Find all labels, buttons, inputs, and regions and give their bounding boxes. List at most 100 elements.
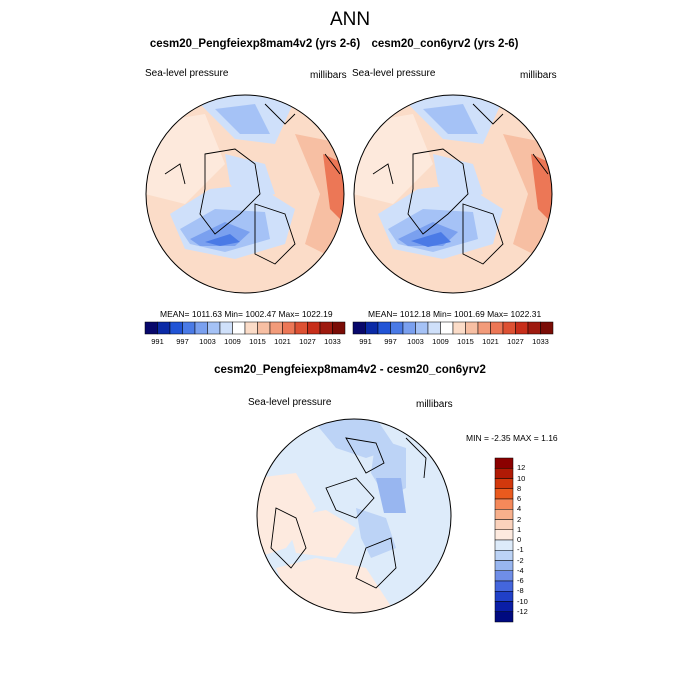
- diff-colorbar-swatch: [494, 591, 514, 602]
- panel-2-colorbar-swatch: [365, 321, 379, 335]
- panel-2-title: cesm20_con6yrv2 (yrs 2-6): [371, 38, 519, 50]
- diff-colorbar-tick-label: -12: [517, 606, 528, 616]
- panel-1-colorbar-swatch: [169, 321, 183, 335]
- panel-2-colorbar-swatch: [415, 321, 429, 335]
- diff-colorbar-tick-label: -8: [517, 586, 524, 596]
- diff-colorbar-swatch: [494, 560, 514, 571]
- panel-1-stats: MEAN= 1011.63 Min= 1002.47 Max= 1022.19: [160, 309, 333, 319]
- panel-1-colorbar-labels: 991 997 1003 1009 1015 1021 1027 1033: [145, 337, 345, 347]
- diff-colorbar-swatch: [494, 457, 514, 469]
- panel-1-title: cesm20_Pengfeiexp8mam4v2 (yrs 2-6): [149, 38, 361, 50]
- panel-2-colorbar-tick-label: 997: [384, 337, 397, 346]
- panel-2-colorbar-tick-label: 1021: [482, 337, 499, 346]
- panel-2-colorbar-tick-label: 991: [359, 337, 372, 346]
- panel-1-colorbar-tick-label: 1027: [299, 337, 316, 346]
- panel-2-colorbar-swatch: [390, 321, 404, 335]
- panel-1-colorbar-tick-label: 1015: [249, 337, 266, 346]
- diff-colorbar-swatch: [494, 550, 514, 561]
- diff-colorbar-swatch: [494, 601, 514, 612]
- panel-2-colorbar-swatch: [515, 321, 529, 335]
- panel-2-colorbar-swatch: [440, 321, 454, 335]
- panel-2-colorbar-labels: 991 997 1003 1009 1015 1021 1027 1033: [353, 337, 553, 347]
- panel-2-units-label: millibars: [520, 70, 557, 81]
- panel-2-colorbar-swatch: [452, 321, 466, 335]
- diff-colorbar-swatch: [494, 611, 514, 623]
- diff-colorbar-swatch: [494, 498, 514, 510]
- panel-1-colorbar-swatch: [182, 321, 196, 335]
- panel-1-colorbar-swatch: [294, 321, 308, 335]
- panel-1-colorbar-swatch: [219, 321, 233, 335]
- panel-2-stats: MEAN= 1012.18 Min= 1001.69 Max= 1022.31: [368, 309, 542, 319]
- diff-colorbar-labels: 12 10 8 6 4 2 1 0 -1 -2 -4 -6 -8 -10 -12: [517, 458, 547, 622]
- panel-1-colorbar-swatch: [319, 321, 333, 335]
- panel-1-units-label: millibars: [310, 70, 347, 81]
- diff-colorbar-swatch: [494, 580, 514, 592]
- panel-1-colorbar-swatch: [332, 321, 346, 335]
- panel-1-colorbar-swatch: [307, 321, 321, 335]
- panel-1-colorbar-swatch: [207, 321, 221, 335]
- diff-colorbar-tick-label: 6: [517, 494, 522, 503]
- panel-1-colorbar-swatch: [232, 321, 246, 335]
- panel-2-colorbar-swatch: [490, 321, 504, 335]
- diff-colorbar-swatch: [494, 468, 514, 479]
- main-title: ANN: [329, 9, 371, 30]
- panel-2-colorbar-swatch: [502, 321, 516, 335]
- diff-colorbar-swatch: [494, 478, 514, 489]
- diff-colorbar-swatch: [494, 529, 514, 541]
- diff-colorbar-tick-label: 0: [517, 535, 522, 544]
- diff-panel-minmax: MIN = -2.35 MAX = 1.16: [466, 433, 558, 443]
- panel-1-colorbar: [144, 321, 346, 335]
- panel-1-colorbar-tick-label: 1033: [324, 337, 341, 346]
- diff-colorbar-swatch: [494, 519, 514, 530]
- panel-1-colorbar-tick-label: 991: [151, 337, 164, 346]
- diff-colorbar-swatch: [494, 539, 514, 551]
- panel-1-colorbar-tick-label: 1021: [274, 337, 291, 346]
- diff-colorbar-tick-label: 1: [517, 524, 522, 534]
- diff-colorbar-tick-label: -1: [517, 545, 524, 555]
- panel-2-colorbar-swatch: [427, 321, 441, 335]
- diff-colorbar-tick-label: 12: [517, 463, 526, 473]
- panel-2-colorbar-swatch: [377, 321, 391, 335]
- diff-panel-variable-label: Sea-level pressure: [248, 397, 332, 408]
- panel-1-colorbar-tick-label: 1009: [224, 337, 241, 346]
- diff-colorbar-swatch: [494, 570, 514, 582]
- panel-2-colorbar-tick-label: 1003: [407, 337, 424, 346]
- panel-1-colorbar-swatch: [157, 321, 171, 335]
- panel-1-colorbar-swatch: [194, 321, 208, 335]
- diff-colorbar-tick-label: -2: [517, 555, 524, 565]
- panel-2-colorbar-tick-label: 1009: [432, 337, 449, 346]
- diff-colorbar-tick-label: 4: [517, 504, 522, 514]
- panel-2-colorbar-tick-label: 1015: [457, 337, 474, 346]
- diff-colorbar-swatch: [494, 509, 514, 520]
- panel-1-colorbar-swatch: [269, 321, 283, 335]
- diff-colorbar-tick-label: 2: [517, 514, 522, 524]
- diff-colorbar-tick-label: 8: [517, 483, 522, 493]
- panel-2-polar-map: [353, 94, 553, 294]
- panel-1-variable-label: Sea-level pressure: [145, 68, 229, 79]
- diff-colorbar-tick-label: -10: [517, 596, 528, 606]
- diff-colorbar-swatch: [494, 488, 514, 500]
- diff-panel-units-label: millibars: [416, 399, 453, 410]
- panel-2-colorbar-swatch: [527, 321, 541, 335]
- panel-2-variable-label: Sea-level pressure: [352, 68, 436, 79]
- panel-1-colorbar-swatch: [244, 321, 258, 335]
- panel-1-colorbar-swatch: [144, 321, 158, 335]
- diff-panel-title: cesm20_Pengfeiexp8mam4v2 - cesm20_con6yr…: [214, 364, 486, 376]
- panel-2-colorbar: [352, 321, 554, 335]
- diff-colorbar-tick-label: -4: [517, 565, 524, 575]
- panel-2-colorbar-swatch: [352, 321, 366, 335]
- diff-colorbar-tick-label: -6: [517, 576, 524, 585]
- panel-2-colorbar-swatch: [465, 321, 479, 335]
- panel-1-colorbar-tick-label: 997: [176, 337, 189, 346]
- panel-1-colorbar-swatch: [257, 321, 271, 335]
- panel-1-colorbar-tick-label: 1003: [199, 337, 216, 346]
- panel-2-colorbar-tick-label: 1027: [507, 337, 524, 346]
- panel-1-polar-map: [145, 94, 345, 294]
- diff-colorbar: [494, 457, 514, 623]
- diff-colorbar-tick-label: 10: [517, 473, 526, 483]
- panel-2-colorbar-swatch: [402, 321, 416, 335]
- panel-2-colorbar-swatch: [477, 321, 491, 335]
- diff-polar-map: [256, 418, 452, 614]
- panel-2-colorbar-swatch: [540, 321, 554, 335]
- panel-1-colorbar-swatch: [282, 321, 296, 335]
